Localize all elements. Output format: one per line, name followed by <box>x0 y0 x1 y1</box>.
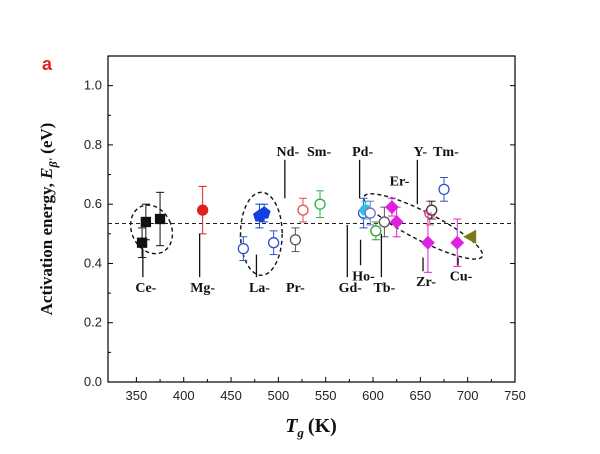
panel-label: a <box>42 54 53 74</box>
data-point-ho <box>370 225 382 237</box>
data-point-ce <box>136 237 148 248</box>
data-point-pr <box>289 234 302 246</box>
group-label: Nd- <box>277 145 300 160</box>
data-point-tb <box>378 216 391 228</box>
x-axis-subscript: g <box>296 425 304 440</box>
x-tick-label: 500 <box>268 388 290 403</box>
group-label: Zr- <box>416 275 436 290</box>
data-point-nd <box>297 204 309 216</box>
y-tick-label: 0.4 <box>84 255 102 270</box>
data-point-ce <box>154 213 166 225</box>
y-tick-label: 0.2 <box>84 315 102 330</box>
data-point-la <box>237 242 250 255</box>
data-point-tm <box>438 183 450 196</box>
x-tick-label: 650 <box>409 388 431 403</box>
group-label: Tb- <box>373 281 395 296</box>
group-label: Sm- <box>307 145 331 160</box>
data-point-la <box>267 237 280 249</box>
y-tick-label: 0.8 <box>84 137 102 152</box>
group-labels: Ce- Mg- La- Pr- Gd-Ho-Tb- Zr- Cu- Nd- Sm- Pd- Er- Y… <box>135 145 472 296</box>
y-tick-label: 0.6 <box>84 196 102 211</box>
axis-ticks: 350 400 450 500 550 600 650 700 750 0.0 0.2 0.4 0.6 0… <box>84 55 526 403</box>
group-label: La- <box>249 281 270 296</box>
data-point-zr <box>450 235 465 250</box>
group-label: Y- <box>414 145 428 160</box>
data-points <box>136 177 477 273</box>
y-axis-unit: (eV) <box>37 123 56 158</box>
group-label: Ho- <box>352 269 375 284</box>
x-tick-label: 400 <box>173 388 195 403</box>
cluster-ellipse <box>129 204 174 255</box>
data-point-gd <box>364 207 376 219</box>
y-axis-subscript: β' <box>46 157 60 168</box>
data-point-sm <box>314 198 326 210</box>
y-axis-text: Activation energy, <box>37 179 56 315</box>
x-axis-symbol: T <box>285 415 298 437</box>
x-axis-title: Tg (K) <box>285 415 337 440</box>
x-tick-label: 450 <box>220 388 242 403</box>
x-tick-label: 700 <box>457 388 479 403</box>
data-point-er <box>385 200 399 215</box>
data-point-zr <box>421 235 435 250</box>
data-point-mg <box>197 204 209 216</box>
group-label: Cu- <box>450 269 473 284</box>
group-label: Ce- <box>135 281 156 296</box>
group-label: Er- <box>390 174 410 189</box>
y-tick-label: 0.0 <box>84 374 102 389</box>
data-point-er <box>389 215 404 229</box>
x-axis-unit: (K) <box>308 415 337 437</box>
group-label: Gd- <box>339 281 363 296</box>
y-axis-symbol: E <box>37 168 56 180</box>
data-point-cu <box>463 229 477 244</box>
plot-frame <box>107 55 516 383</box>
y-tick-label: 1.0 <box>84 78 102 93</box>
x-tick-label: 600 <box>362 388 384 403</box>
group-label: Tm- <box>433 145 459 160</box>
cluster-ellipse <box>239 191 283 277</box>
x-tick-label: 350 <box>126 388 148 403</box>
ellipse-layer <box>129 191 484 277</box>
group-label: Pd- <box>352 145 373 160</box>
x-tick-label: 750 <box>504 388 526 403</box>
data-point-la <box>257 206 271 219</box>
group-label: Pr- <box>286 281 305 296</box>
x-tick-label: 550 <box>315 388 337 403</box>
group-label: Mg- <box>190 281 215 296</box>
data-point-ce <box>140 216 152 228</box>
y-axis-title: Activation energy, Eβ' (eV) <box>37 123 60 316</box>
